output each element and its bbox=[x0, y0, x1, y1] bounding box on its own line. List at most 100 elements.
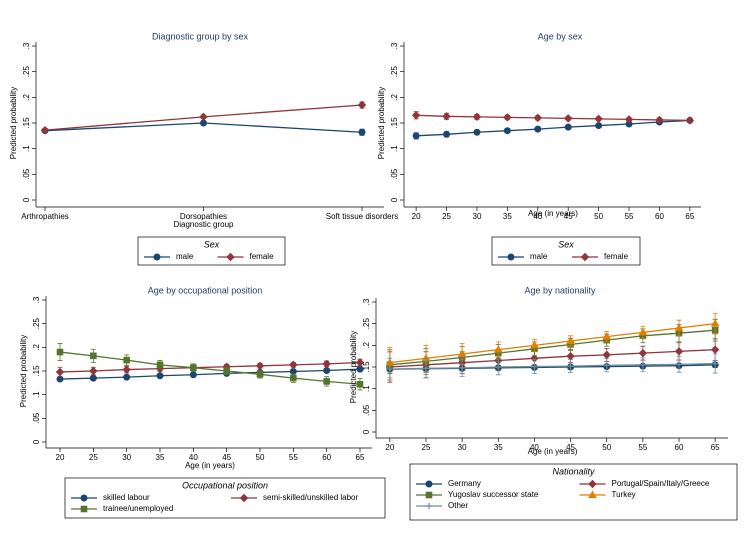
panel-title: Age by sex bbox=[538, 31, 583, 41]
y-tick-label: .05 bbox=[32, 412, 41, 424]
legend-swatch bbox=[588, 479, 597, 489]
legend-swatch bbox=[226, 252, 235, 262]
marker bbox=[255, 361, 265, 371]
marker bbox=[503, 127, 511, 135]
marker bbox=[189, 371, 197, 379]
legend-title: Occupational position bbox=[182, 480, 268, 490]
legend-label: Portugal/Spain/Italy/Greece bbox=[612, 479, 710, 488]
x-tick-label: Arthropathies bbox=[21, 212, 69, 221]
y-tick-label: .15 bbox=[362, 361, 371, 373]
y-axis-title: Predicted probability bbox=[377, 87, 386, 159]
y-tick-label: .15 bbox=[22, 117, 31, 129]
legend-swatch bbox=[507, 253, 515, 261]
y-tick-label: 0 bbox=[32, 439, 41, 444]
legend-label: Yugoslav successor state bbox=[448, 490, 539, 499]
legend-swatch bbox=[426, 503, 432, 509]
x-tick-label: 30 bbox=[458, 443, 467, 452]
legend-title: Nationality bbox=[552, 466, 595, 476]
series-line bbox=[416, 114, 690, 122]
series-line bbox=[59, 368, 361, 380]
marker bbox=[459, 364, 466, 371]
marker bbox=[89, 374, 97, 382]
legend-label: Turkey bbox=[612, 490, 636, 499]
x-tick-label: 20 bbox=[412, 212, 421, 221]
x-tick-label: 30 bbox=[473, 212, 482, 221]
legend-box bbox=[137, 236, 286, 266]
series-line bbox=[59, 351, 361, 385]
panel-title: Age by nationality bbox=[524, 285, 596, 295]
marker bbox=[40, 125, 50, 135]
panel-title: Diagnostic group by sex bbox=[152, 31, 249, 41]
marker bbox=[322, 359, 331, 369]
x-tick-label: 45 bbox=[222, 453, 231, 462]
marker bbox=[199, 112, 208, 122]
x-tick-label: 50 bbox=[594, 212, 603, 221]
legend-swatch bbox=[425, 491, 433, 499]
marker bbox=[493, 345, 503, 353]
marker bbox=[55, 367, 65, 377]
x-tick-label: 45 bbox=[566, 443, 575, 452]
marker bbox=[564, 114, 573, 123]
panel-title: Age by occupational position bbox=[148, 285, 263, 295]
legend-label: semi-skilled/unskilled labor bbox=[263, 493, 358, 502]
y-tick-label: .3 bbox=[32, 296, 41, 303]
y-tick-label: .15 bbox=[390, 117, 399, 129]
x-tick-label: 50 bbox=[256, 453, 265, 462]
x-tick-label: 35 bbox=[494, 443, 503, 452]
marker bbox=[566, 351, 575, 361]
marker bbox=[594, 114, 603, 124]
legend-label: male bbox=[176, 252, 194, 261]
x-tick-label: 25 bbox=[422, 443, 431, 452]
x-tick-label: 40 bbox=[533, 212, 542, 221]
legend-swatch bbox=[580, 252, 590, 262]
legend-label: skilled labour bbox=[103, 493, 150, 502]
series-line bbox=[389, 323, 716, 364]
marker bbox=[123, 356, 130, 364]
marker bbox=[712, 360, 719, 367]
marker bbox=[56, 348, 64, 356]
marker bbox=[89, 366, 98, 376]
x-tick-label: Soft tissue disorders bbox=[326, 212, 398, 221]
marker bbox=[624, 115, 634, 124]
marker bbox=[533, 113, 542, 123]
legend-title: Sex bbox=[558, 239, 574, 249]
marker bbox=[603, 362, 610, 369]
marker bbox=[602, 332, 612, 340]
y-tick-label: .25 bbox=[22, 66, 31, 78]
marker bbox=[473, 128, 481, 136]
x-tick-label: 55 bbox=[638, 443, 647, 452]
x-tick-label: 20 bbox=[56, 453, 65, 462]
marker bbox=[602, 350, 611, 360]
marker bbox=[655, 115, 664, 125]
y-tick-label: .1 bbox=[32, 391, 41, 398]
marker bbox=[685, 116, 695, 125]
x-tick-label: 65 bbox=[685, 212, 694, 221]
marker bbox=[638, 327, 648, 336]
marker bbox=[256, 371, 264, 378]
marker bbox=[710, 345, 720, 354]
x-tick-label: 35 bbox=[156, 453, 165, 462]
panel: Diagnostic group by sex 0 .05 .1 .15 .2 .25 .3 P… bbox=[9, 31, 398, 266]
marker bbox=[472, 112, 482, 122]
legend-swatch bbox=[239, 493, 249, 503]
marker bbox=[355, 358, 365, 367]
series-line bbox=[389, 349, 716, 368]
marker bbox=[595, 122, 603, 130]
legend-swatch bbox=[80, 505, 88, 513]
legend-box bbox=[409, 463, 738, 521]
marker bbox=[323, 367, 331, 375]
legend-title: Sex bbox=[204, 239, 220, 249]
marker bbox=[122, 365, 131, 374]
marker bbox=[442, 112, 451, 121]
y-tick-label: .2 bbox=[362, 341, 371, 348]
y-tick-label: 0 bbox=[22, 197, 31, 202]
x-tick-label: 50 bbox=[602, 443, 611, 452]
marker bbox=[123, 373, 131, 381]
marker bbox=[289, 360, 298, 370]
marker bbox=[386, 366, 393, 373]
y-tick-label: .25 bbox=[390, 66, 399, 78]
marker bbox=[323, 378, 330, 385]
marker bbox=[356, 380, 364, 388]
legend-swatch bbox=[80, 494, 88, 502]
